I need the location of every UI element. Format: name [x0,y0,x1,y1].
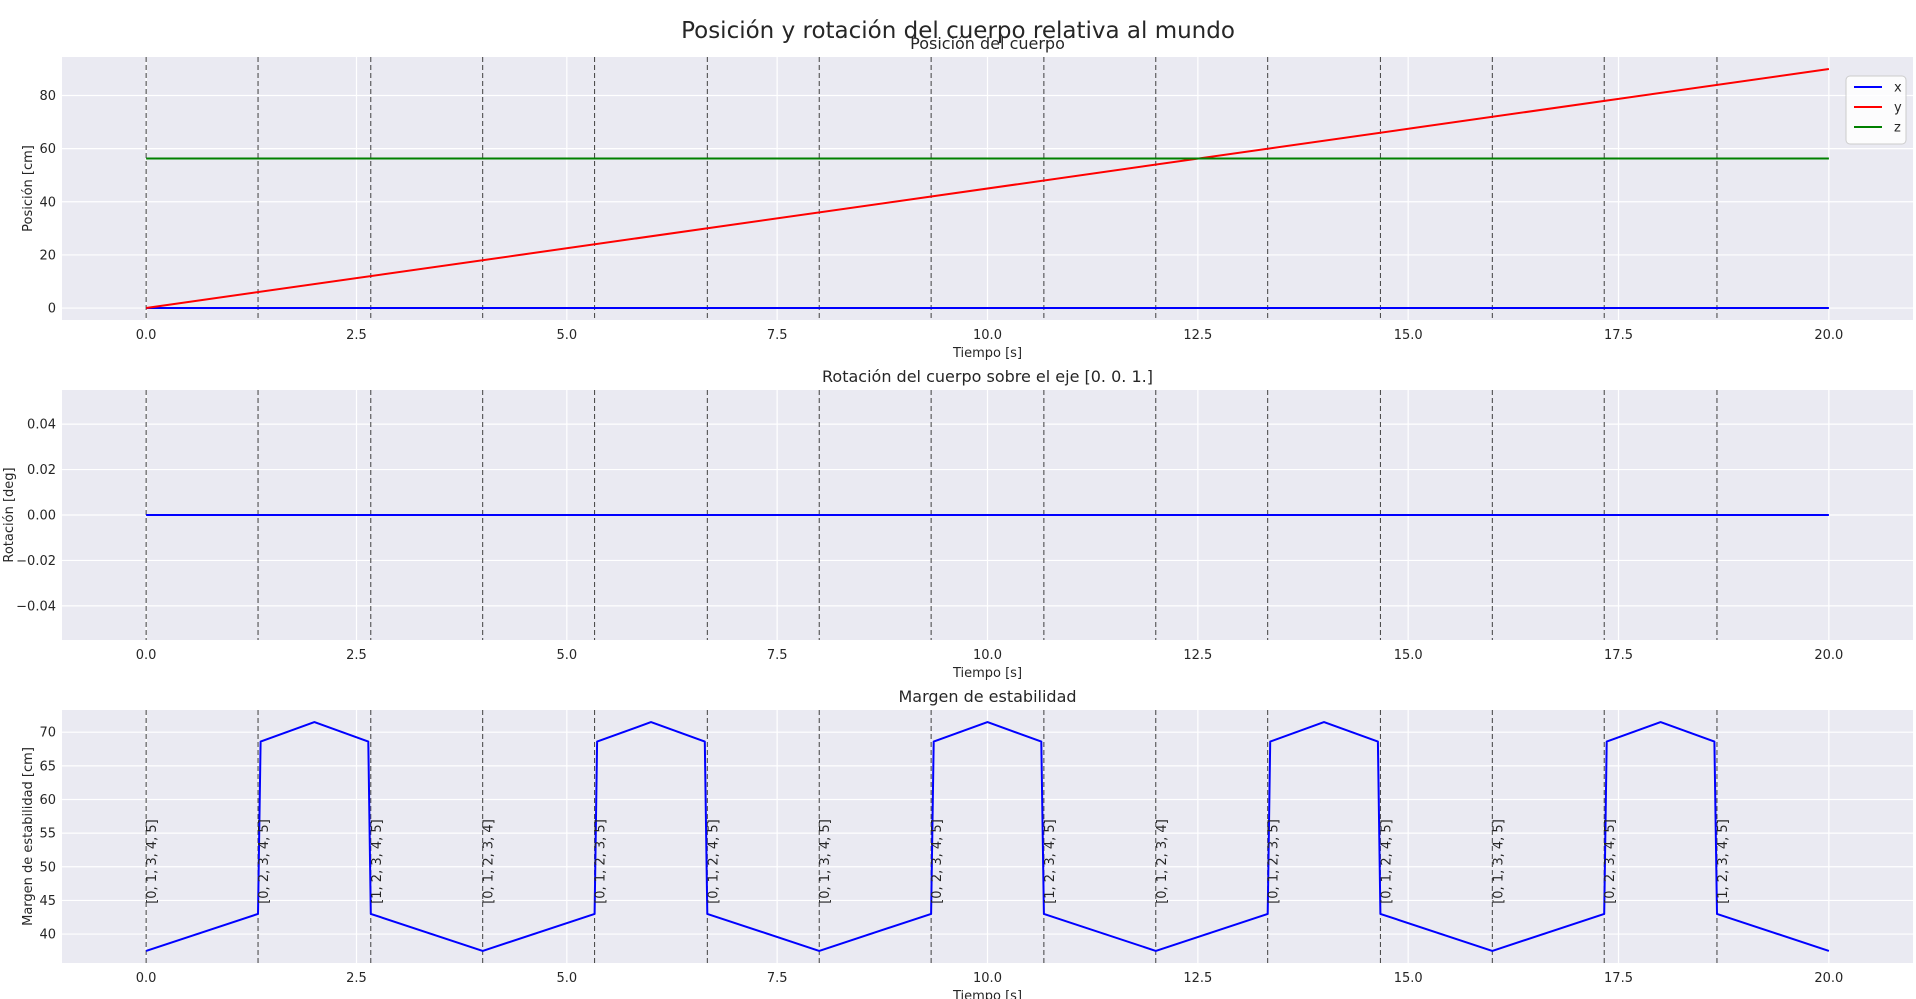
annotation-label: [0, 1, 2, 4, 5] [706,819,721,904]
x-tick-label: 5.0 [556,328,577,343]
annotation-label: [0, 2, 3, 4, 5] [930,819,945,904]
y-tick-label: 0.02 [27,463,56,478]
y-tick-labels: −0.04 −0.02 0.00 0.02 0.04 [16,418,56,615]
y-tick-label: 60 [39,142,56,157]
x-tick-label: 2.5 [346,971,367,986]
y-tick-label: −0.04 [16,599,56,614]
y-tick-label: 40 [39,928,56,943]
annotations: [0, 1, 3, 4, 5] [0, 2, 3, 4, 5] [1, 2, 3, … [145,819,1731,904]
subplot-title: Rotación del cuerpo sobre el eje [0. 0. … [822,367,1153,386]
x-tick-label: 17.5 [1604,328,1633,343]
y-tick-label: 80 [39,89,56,104]
y-tick-label: 20 [39,248,56,263]
x-tick-label: 17.5 [1604,971,1633,986]
annotation-label: [0, 2, 3, 4, 5] [1603,819,1618,904]
x-tick-label: 7.5 [767,648,788,663]
x-tick-labels: 0.0 2.5 5.0 7.5 10.0 12.5 15.0 17.5 20.0 [136,648,1844,663]
legend-label-x: x [1894,81,1902,96]
x-axis-label: Tiempo [s] [952,989,1022,999]
x-axis-label: Tiempo [s] [952,346,1022,361]
x-tick-label: 10.0 [973,971,1002,986]
subplot-1: 0.0 2.5 5.0 7.5 10.0 12.5 15.0 17.5 20.0 0 20 40 60 8… [21,34,1913,361]
y-tick-label: 0 [48,302,56,317]
x-tick-label: 12.5 [1183,648,1212,663]
x-tick-label: 20.0 [1814,328,1843,343]
annotation-label: [0, 1, 2, 3, 4] [482,819,497,904]
x-tick-label: 2.5 [346,648,367,663]
annotation-label: [1, 2, 3, 4, 5] [370,819,385,904]
legend-label-y: y [1894,101,1902,116]
x-tick-labels: 0.0 2.5 5.0 7.5 10.0 12.5 15.0 17.5 20.0 [136,971,1844,986]
y-tick-label: 55 [39,827,56,842]
annotation-label: [0, 1, 3, 4, 5] [145,819,160,904]
x-tick-labels: 0.0 2.5 5.0 7.5 10.0 12.5 15.0 17.5 20.0 [136,328,1844,343]
y-tick-label: 65 [39,759,56,774]
x-tick-label: 15.0 [1394,648,1423,663]
x-tick-label: 10.0 [973,328,1002,343]
subplot-title: Posición del cuerpo [910,34,1065,53]
y-tick-labels: 0 20 40 60 80 [39,89,56,317]
y-tick-label: 40 [39,195,56,210]
phase-lines [145,710,1718,963]
plots-container: 0.0 2.5 5.0 7.5 10.0 12.5 15.0 17.5 20.0 0 20 40 60 8… [2,34,1913,999]
y-tick-label: 0.04 [27,418,56,433]
x-tick-label: 7.5 [767,971,788,986]
x-tick-label: 12.5 [1183,328,1212,343]
series-line-y [145,68,1830,309]
y-tick-label: −0.02 [16,554,56,569]
x-tick-label: 0.0 [136,648,157,663]
annotation-label: [0, 1, 2, 3, 5] [594,819,609,904]
y-tick-label: 70 [39,726,56,741]
x-tick-label: 12.5 [1183,971,1212,986]
annotation-label: [0, 1, 2, 3, 5] [1267,819,1282,904]
x-tick-label: 15.0 [1394,971,1423,986]
y-tick-label: 0.00 [27,509,56,524]
y-tick-label: 45 [39,894,56,909]
y-tick-labels: 40 45 50 55 60 65 70 [39,726,56,943]
x-tick-label: 15.0 [1394,328,1423,343]
x-tick-label: 20.0 [1814,971,1843,986]
subplot-2: 0.0 2.5 5.0 7.5 10.0 12.5 15.0 17.5 20.0−0.04−0.… [2,367,1913,681]
y-axis-label: Rotación [deg] [2,467,17,562]
annotation-label: [0, 1, 2, 3, 4] [1155,819,1170,904]
x-tick-label: 17.5 [1604,648,1633,663]
annotation-label: [0, 2, 3, 4, 5] [257,819,272,904]
annotation-label: [0, 1, 3, 4, 5] [1491,819,1506,904]
x-tick-label: 5.0 [556,971,577,986]
subplot-title: Margen de estabilidad [898,687,1076,706]
annotation-label: [0, 1, 2, 4, 5] [1379,819,1394,904]
x-tick-label: 7.5 [767,328,788,343]
legend: xyz [1845,75,1907,145]
y-axis-label: Margen de estabilidad [cm] [21,747,36,926]
annotation-label: [0, 1, 3, 4, 5] [818,819,833,904]
x-tick-label: 2.5 [346,328,367,343]
subplot-3: [0, 1, 3, 4, 5] [0, 2, 3, 4, 5] [1, 2, 3, … [21,687,1913,999]
series-line [145,721,1830,952]
x-tick-label: 20.0 [1814,648,1843,663]
y-tick-label: 60 [39,793,56,808]
annotation-label: [1, 2, 3, 4, 5] [1716,819,1731,904]
x-tick-label: 0.0 [136,328,157,343]
y-axis-label: Posición [cm] [21,145,36,232]
x-tick-label: 5.0 [556,648,577,663]
x-tick-label: 10.0 [973,648,1002,663]
legend-label-z: z [1894,121,1901,136]
x-axis-label: Tiempo [s] [952,666,1022,681]
x-tick-label: 0.0 [136,971,157,986]
figure-title: Posición y rotación del cuerpo relativa … [681,18,1235,44]
y-tick-label: 50 [39,860,56,875]
annotation-label: [1, 2, 3, 4, 5] [1043,819,1058,904]
